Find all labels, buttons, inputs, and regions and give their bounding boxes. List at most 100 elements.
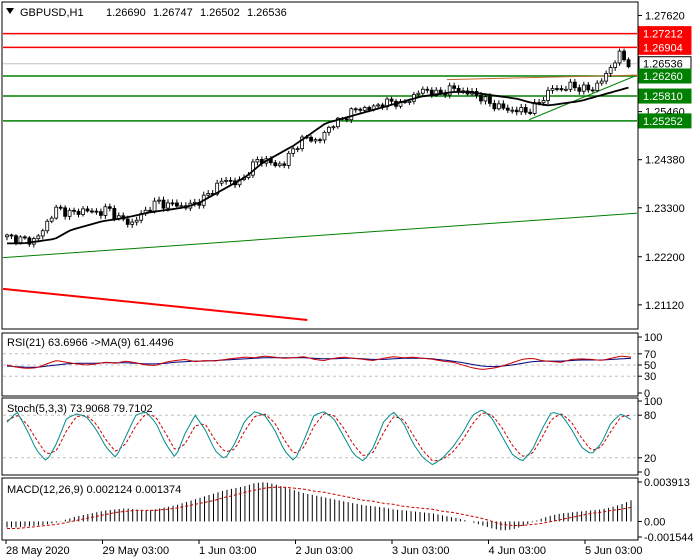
price-tick-label: 1.21120: [645, 300, 684, 312]
candle-body: [510, 109, 515, 112]
candle-body: [590, 89, 595, 92]
candle-body: [54, 206, 59, 219]
candle-body: [18, 236, 23, 243]
candle-body: [599, 80, 604, 84]
candle-body: [286, 152, 291, 166]
candle-body: [58, 206, 63, 209]
candle-body: [166, 202, 170, 209]
high-price: 1.26747: [153, 7, 193, 19]
candle-body: [255, 159, 260, 163]
time-tick-label: 28 May 2020: [6, 545, 70, 557]
axis-tick-label: 0.00: [644, 516, 665, 528]
candle-body: [335, 117, 340, 128]
candle-body: [452, 85, 457, 89]
level-label-resistance: 1.26904: [643, 42, 683, 54]
stoch-pane[interactable]: 100 80 20 0 Stoch(5,3,3) 73.9068 79.7102: [1, 396, 662, 479]
candle-body: [608, 67, 613, 74]
candle-body: [344, 118, 349, 121]
candle-body: [331, 126, 336, 129]
open-price: 1.26690: [106, 7, 146, 19]
trendline-trend_up: [2, 212, 638, 259]
candle-body: [564, 88, 568, 91]
candle-body: [157, 199, 161, 202]
level-label-support: 1.25810: [643, 91, 683, 103]
stoch-pane-frame: [1, 397, 639, 476]
candle-body: [546, 89, 550, 101]
candle-body: [479, 94, 483, 102]
candle-body: [94, 210, 99, 213]
candle-body: [14, 235, 18, 243]
macd-pane[interactable]: 0.003913 0.00 -0.001544 MACD(12,26,9) 0.00…: [1, 477, 694, 544]
candle-body: [125, 218, 130, 225]
price-tick-label: 1.22200: [645, 252, 685, 264]
candle-body: [505, 107, 510, 111]
candle-body: [63, 207, 68, 217]
candle-body: [416, 92, 421, 95]
level-box-support: [638, 113, 692, 129]
candle-body: [572, 81, 577, 89]
candle-body: [595, 82, 600, 92]
candle-body: [376, 104, 381, 107]
level-label-support: 1.25252: [643, 116, 683, 128]
candle-body: [148, 209, 152, 212]
candle-body: [112, 207, 117, 220]
candle-body: [72, 209, 76, 212]
candle-body: [152, 200, 157, 212]
price-pane[interactable]: 1.276201.254601.243801.233001.222001.211…: [1, 1, 692, 330]
candle-body: [99, 211, 103, 216]
candle-body: [496, 103, 501, 110]
collapse-arrow-icon[interactable]: [6, 8, 14, 14]
candle-body: [622, 50, 626, 61]
candle-body: [568, 81, 573, 90]
level-box-support: [638, 88, 692, 104]
candle-body: [175, 202, 179, 207]
time-tick-label: 4 Jun 03:00: [489, 545, 547, 557]
candle-body: [313, 139, 318, 142]
candle-body: [5, 234, 9, 238]
candle-body: [67, 209, 72, 217]
candle-body: [130, 221, 135, 225]
candle-body: [9, 234, 14, 237]
candle-body: [318, 139, 322, 142]
price-tick-label: 1.24380: [645, 155, 685, 167]
candle-body: [555, 88, 559, 90]
candle-body: [273, 162, 278, 167]
candle-body: [36, 235, 41, 240]
stoch-k-line: [6, 409, 632, 466]
axis-tick-label: 80: [644, 410, 656, 422]
candle-body: [420, 88, 425, 94]
time-tick-label: 2 Jun 03:00: [296, 545, 354, 557]
candle-body: [438, 89, 443, 94]
axis-tick-label: 100: [644, 396, 662, 408]
candle-body: [134, 219, 139, 223]
candle-body: [519, 107, 524, 113]
candle-body: [581, 84, 586, 92]
candle-body: [613, 62, 618, 68]
level-box-resistance: [638, 39, 692, 55]
candle-body: [219, 180, 224, 184]
macd-pane-frame: [1, 477, 639, 541]
time-tick-label: 1 Jun 03:00: [199, 545, 257, 557]
candle-body: [367, 107, 372, 111]
time-tick-label: 3 Jun 03:00: [392, 545, 450, 557]
candle-body: [81, 208, 85, 215]
rsi-title: RSI(21) 63.6966 ->MA(9) 61.4496: [7, 337, 174, 349]
candle-body: [291, 148, 296, 154]
stoch-title: Stoch(5,3,3) 73.9068 79.7102: [7, 403, 153, 415]
candle-body: [76, 210, 81, 215]
candle-body: [577, 87, 582, 92]
level-label-resistance: 1.27212: [643, 29, 683, 41]
candle-body: [362, 107, 367, 111]
axis-tick-label: 0: [644, 467, 650, 479]
candle-body: [550, 88, 555, 91]
macd-signal-line: [7, 486, 632, 529]
candle-body: [617, 50, 622, 64]
candle-body: [626, 59, 631, 68]
candle-body: [447, 85, 452, 96]
candle-body: [353, 108, 358, 111]
candle-body: [407, 100, 412, 103]
time-tick-label: 5 Jun 03:00: [585, 545, 643, 557]
axis-tick-label: 50: [644, 360, 656, 372]
candle-body: [559, 88, 564, 91]
